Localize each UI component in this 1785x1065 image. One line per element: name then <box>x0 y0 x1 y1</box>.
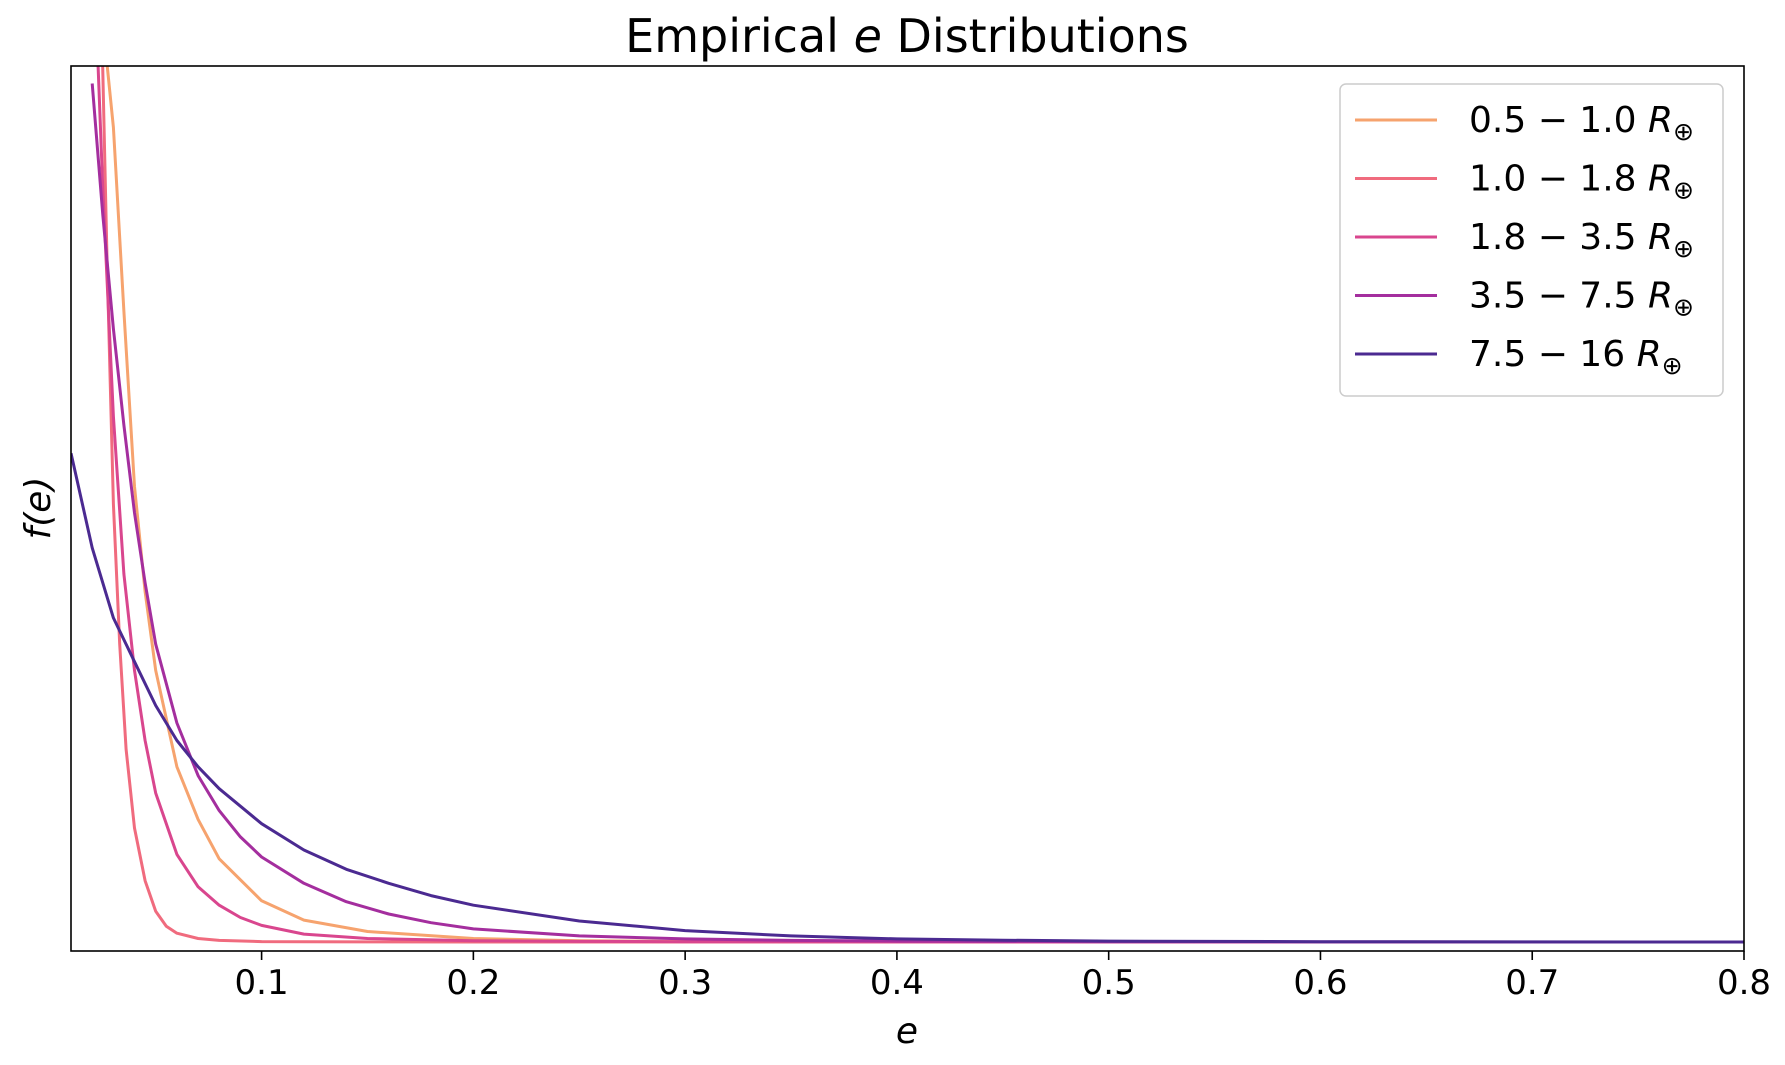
x-tick-label: 0.1 <box>235 963 289 1003</box>
legend-unit: R <box>1648 276 1673 317</box>
x-tick-label: 0.6 <box>1293 963 1347 1003</box>
legend-unit-subscript: ⊕ <box>1673 293 1694 322</box>
x-tick-label: 0.5 <box>1082 963 1136 1003</box>
legend-label-4: 3.5 − 7.5 R⊕ <box>1469 276 1694 322</box>
legend-unit: R <box>1648 217 1673 258</box>
legend-label-1: 0.5 − 1.0 R⊕ <box>1469 100 1694 146</box>
series-line-5 <box>71 452 1744 944</box>
legend-range: 1.8 − 3.5 <box>1469 217 1648 258</box>
y-axis-label: f(e) <box>18 477 59 540</box>
legend-unit-subscript: ⊕ <box>1673 176 1694 205</box>
legend: 0.5 − 1.0 R⊕1.0 − 1.8 R⊕1.8 − 3.5 R⊕3.5 … <box>1339 83 1724 397</box>
legend-unit-subscript: ⊕ <box>1662 351 1683 380</box>
legend-unit: R <box>1648 159 1673 200</box>
x-tick-label: 0.4 <box>870 963 924 1003</box>
chart-title-part-2: e <box>854 9 882 63</box>
x-axis: 0.1 0.2 0.3 0.4 0.5 0.6 0.7 0.8 <box>235 951 1771 1003</box>
series-layer <box>71 66 1744 944</box>
x-tick-label: 0.8 <box>1717 963 1771 1003</box>
x-tick-label: 0.2 <box>446 963 500 1003</box>
legend-label-5: 7.5 − 16 R⊕ <box>1469 334 1683 380</box>
legend-frame <box>1339 83 1724 397</box>
legend-unit-subscript: ⊕ <box>1673 234 1694 263</box>
legend-range: 7.5 − 16 <box>1469 334 1637 375</box>
legend-range: 3.5 − 7.5 <box>1469 276 1648 317</box>
series-line-4 <box>90 83 1744 944</box>
legend-unit-subscript: ⊕ <box>1673 117 1694 146</box>
legend-range: 0.5 − 1.0 <box>1469 100 1648 141</box>
x-axis-label: e <box>896 1011 918 1052</box>
legend-label-2: 1.0 − 1.8 R⊕ <box>1469 159 1694 205</box>
chart-title-part-3: Distributions <box>882 9 1189 63</box>
chart-title: Empirical e Distributions <box>625 9 1189 63</box>
legend-unit: R <box>1648 100 1673 141</box>
x-tick-label: 0.3 <box>658 963 712 1003</box>
chart-title-part-1: Empirical <box>625 9 853 63</box>
plot-frame <box>70 65 1745 952</box>
x-tick-label: 0.7 <box>1505 963 1559 1003</box>
legend-items: 0.5 − 1.0 R⊕1.0 − 1.8 R⊕1.8 − 3.5 R⊕3.5 … <box>1355 100 1694 380</box>
legend-range: 1.0 − 1.8 <box>1469 159 1648 200</box>
legend-label-3: 1.8 − 3.5 R⊕ <box>1469 217 1694 263</box>
legend-unit: R <box>1637 334 1662 375</box>
